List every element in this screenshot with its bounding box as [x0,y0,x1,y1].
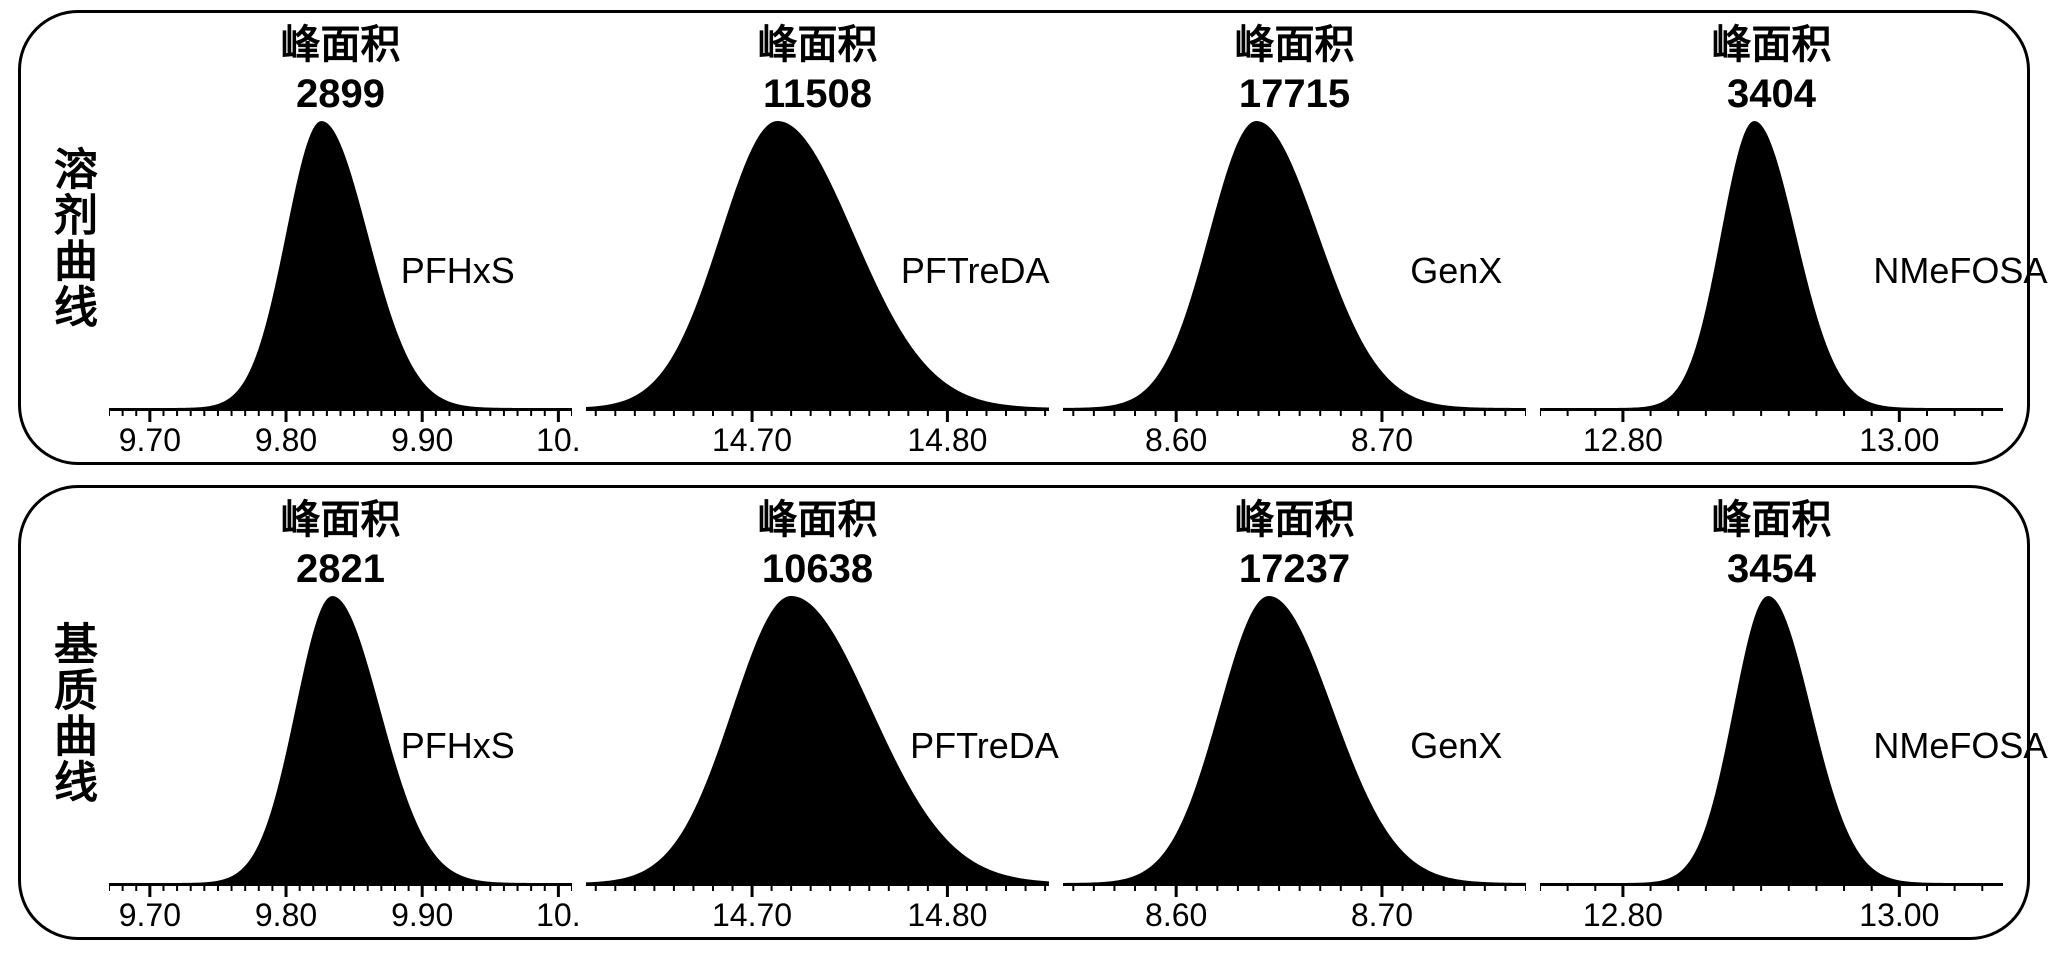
compound-label: PFHxS [401,725,515,767]
chart-header: 峰面积 17715 [1063,21,1526,119]
axis-tick-labels: 8.608.70 [1063,420,1526,454]
chart-header: 峰面积 17237 [1063,496,1526,594]
plot-area: PFHxS [109,596,572,883]
x-axis: 12.8013.00 [1540,408,2003,454]
area-label: 峰面积 [1712,23,1832,67]
axis-tick-labels: 14.7014.80 [586,420,1049,454]
area-value: 17237 [1239,547,1350,591]
plot-area: GenX [1063,596,1526,883]
area-value: 10638 [762,547,873,591]
panel-row-0: 溶剂曲线 峰面积 2899 PFHxS 9.709.809.9010. 峰面积 11508 P… [18,10,2030,465]
chart-0-3: 峰面积 3404 NMeFOSAA 12.8013.00 [1540,21,2003,454]
area-value: 11508 [763,72,872,116]
compound-label: PFHxS [401,250,515,292]
axis-tick-labels: 12.8013.00 [1540,895,2003,929]
area-value: 2899 [296,72,385,116]
area-label: 峰面积 [1712,498,1832,542]
compound-label: GenX [1410,250,1502,292]
row-label: 溶剂曲线 [39,146,103,330]
chart-header: 峰面积 10638 [586,496,1049,594]
axis-tick-labels: 12.8013.00 [1540,420,2003,454]
compound-label: NMeFOSAA [1873,250,2048,292]
plot-area: NMeFOSAA [1540,596,2003,883]
x-axis: 12.8013.00 [1540,883,2003,929]
chart-header: 峰面积 3454 [1540,496,2003,594]
charts-container: 峰面积 2899 PFHxS 9.709.809.9010. 峰面积 11508 PFTre… [109,21,2003,454]
chart-0-0: 峰面积 2899 PFHxS 9.709.809.9010. [109,21,572,454]
chart-1-3: 峰面积 3454 NMeFOSAA 12.8013.00 [1540,496,2003,929]
chart-1-0: 峰面积 2821 PFHxS 9.709.809.9010. [109,496,572,929]
area-value: 17715 [1239,72,1350,116]
compound-label: GenX [1410,725,1502,767]
x-axis: 14.7014.80 [586,883,1049,929]
figure-root: 溶剂曲线峰面积2899PFHxS9.709.809.9010.峰面积11508P… [18,10,2030,940]
compound-label: NMeFOSAA [1873,725,2048,767]
row-label: 基质曲线 [39,621,103,805]
chart-header: 峰面积 2821 [109,496,572,594]
chart-0-2: 峰面积 17715 GenX 8.608.70 [1063,21,1526,454]
chart-1-2: 峰面积 17237 GenX 8.608.70 [1063,496,1526,929]
area-label: 峰面积 [758,23,878,67]
axis-tick-labels: 14.7014.80 [586,895,1049,929]
axis-tick-labels: 9.709.809.9010. [109,895,572,929]
x-axis: 9.709.809.9010. [109,883,572,929]
plot-area: PFTreDA [586,121,1049,408]
panel-row-1: 基质曲线 峰面积 2821 PFHxS 9.709.809.9010. 峰面积 10638 P… [18,485,2030,940]
chart-header: 峰面积 2899 [109,21,572,119]
x-axis: 14.7014.80 [586,408,1049,454]
chart-header: 峰面积 11508 [586,21,1049,119]
plot-area: NMeFOSAA [1540,121,2003,408]
area-value: 2821 [296,547,385,591]
area-value: 3454 [1727,547,1816,591]
chart-header: 峰面积 3404 [1540,21,2003,119]
axis-tick-labels: 9.709.809.9010. [109,420,572,454]
plot-area: GenX [1063,121,1526,408]
x-axis: 9.709.809.9010. [109,408,572,454]
compound-label: PFTreDA [910,725,1059,767]
area-label: 峰面积 [1235,498,1355,542]
charts-container: 峰面积 2821 PFHxS 9.709.809.9010. 峰面积 10638 PFTre… [109,496,2003,929]
area-label: 峰面积 [1235,23,1355,67]
area-label: 峰面积 [281,23,401,67]
x-axis: 8.608.70 [1063,408,1526,454]
x-axis: 8.608.70 [1063,883,1526,929]
area-label: 峰面积 [281,498,401,542]
axis-tick-labels: 8.608.70 [1063,895,1526,929]
chart-1-1: 峰面积 10638 PFTreDA 14.7014.80 [586,496,1049,929]
area-value: 3404 [1727,72,1816,116]
plot-area: PFTreDA [586,596,1049,883]
plot-area: PFHxS [109,121,572,408]
area-label: 峰面积 [758,498,878,542]
chart-0-1: 峰面积 11508 PFTreDA 14.7014.80 [586,21,1049,454]
compound-label: PFTreDA [901,250,1050,292]
